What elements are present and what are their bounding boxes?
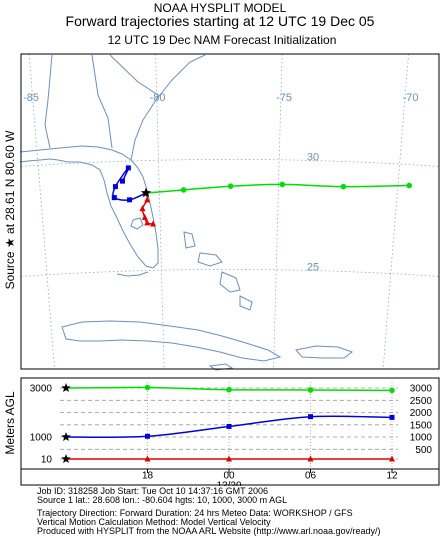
trajectory-point-red	[141, 213, 148, 220]
trajectory-point-red	[144, 219, 151, 226]
profile-source-star-icon	[61, 383, 71, 392]
trajectory-point-green	[227, 183, 234, 189]
info-line: Vertical Motion Calculation Method: Mode…	[37, 517, 271, 527]
info-line: Produced with HYSPLIT from the NOAA ARL …	[37, 526, 381, 536]
longitude-label: -70	[403, 92, 419, 104]
longitude-label: -75	[276, 92, 292, 104]
time-label: 00	[223, 470, 235, 481]
right-height-label: 2500	[410, 396, 433, 407]
trajectory-point-red	[150, 220, 157, 227]
profile-frame	[20, 377, 440, 486]
trajectory-point-blue	[111, 195, 117, 201]
parallel-line	[20, 159, 440, 167]
parallel-line	[20, 269, 440, 277]
trajectory-point-blue	[112, 184, 118, 190]
time-label: 12	[386, 470, 398, 481]
info-line: Job ID: 318258 Job Start: Tue Oct 10 14:…	[37, 486, 268, 496]
state-line-3	[109, 54, 159, 101]
trajectory-point-red	[144, 196, 151, 203]
map-frame	[20, 53, 440, 370]
state-line-2	[91, 54, 113, 149]
trajectory-point-green	[340, 183, 347, 190]
profile-point-red	[389, 455, 395, 462]
bahamas-4	[239, 295, 253, 311]
title-line-3: 12 UTC 19 Dec NAM Forecast Initializatio…	[107, 33, 337, 47]
info-line: Source 1 lat.: 28.608 lon.: -80.604 hgts…	[37, 495, 288, 505]
latitude-label: 30	[307, 151, 319, 163]
trajectory-point-green	[180, 187, 187, 193]
date-label: 12/20	[216, 480, 241, 486]
meridian-line	[28, 53, 55, 370]
info-line: Trajectory Direction: Forward Duration: …	[37, 508, 353, 518]
meridian-line	[382, 53, 409, 370]
longitude-label: -80	[150, 92, 166, 104]
left-height-label: 10	[41, 455, 53, 466]
title-line-2: Forward trajectories starting at 12 UTC …	[65, 13, 375, 29]
trajectory-point-blue	[125, 165, 131, 171]
profile-point-green	[389, 387, 395, 394]
right-height-label: 3000	[410, 384, 433, 395]
trajectory-point-blue	[127, 197, 133, 203]
hispaniola	[295, 345, 354, 359]
source-star-icon	[140, 187, 152, 198]
right-height-label: 2000	[410, 408, 433, 419]
profile-point-blue	[226, 423, 232, 429]
left-height-label: 1000	[30, 433, 53, 444]
right-height-label: 500	[415, 445, 432, 456]
trajectory-point-blue	[120, 178, 125, 184]
meridian-line	[273, 53, 283, 370]
state-line-1	[44, 54, 53, 149]
profile-point-blue	[308, 414, 313, 420]
title-line-1: NOAA HYSPLIT MODEL	[153, 1, 287, 15]
profile-source-star-icon	[61, 432, 71, 441]
right-height-label: 1500	[410, 420, 433, 431]
trajectory-point-green	[279, 181, 286, 188]
profile-point-blue	[389, 414, 395, 420]
trajectory-point-red	[139, 205, 146, 212]
profile-point-green	[226, 386, 232, 393]
right-height-label: 1000	[410, 433, 433, 444]
left-height-label: 3000	[30, 384, 53, 395]
run-info-panel: Job ID: 318258 Job Start: Tue Oct 10 14:…	[37, 487, 435, 545]
florida-keys	[116, 271, 149, 277]
profile-point-green	[307, 387, 314, 393]
profile-point-blue	[145, 433, 150, 439]
trajectory-point-green	[406, 182, 413, 189]
profile-point-red	[307, 455, 314, 462]
time-label: 18	[142, 470, 154, 481]
longitude-label: -85	[23, 92, 39, 104]
georgia-carolina-coast	[130, 54, 206, 161]
profile-trajectories	[61, 383, 395, 463]
bahamas-2	[197, 252, 223, 267]
graticule: -85 -80 -75 -70 30 25	[20, 53, 440, 370]
bahamas-1	[183, 231, 196, 249]
map-trajectories	[111, 165, 413, 227]
profile-point-green	[144, 384, 151, 391]
us-coastline	[19, 145, 159, 269]
meridian-line	[155, 53, 165, 370]
time-label: 06	[305, 470, 317, 481]
coastline-layer	[19, 54, 354, 371]
profile-point-red	[226, 455, 232, 462]
profile-source-star-icon	[61, 454, 71, 463]
lake-okeechobee	[130, 217, 144, 230]
trajectory-map: -85 -80 -75 -70 30 25	[19, 53, 440, 371]
cuba	[61, 320, 282, 362]
profile-point-red	[144, 455, 151, 462]
latitude-label: 25	[307, 261, 319, 273]
bahamas-3	[219, 271, 241, 293]
